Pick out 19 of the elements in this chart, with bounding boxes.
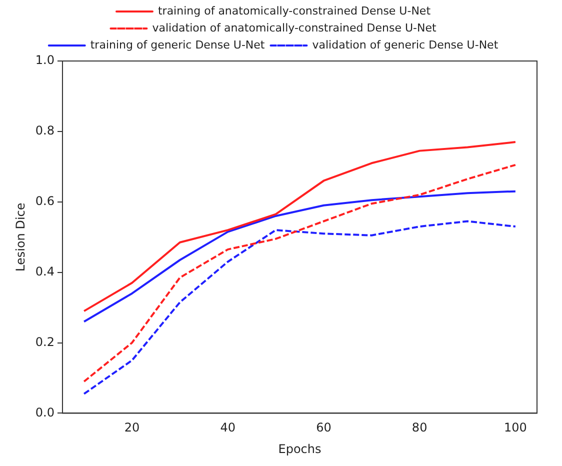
x-tick-label: 100 <box>504 420 527 435</box>
x-axis-title: Epochs <box>278 442 322 456</box>
legend-label: training of generic Dense U-Net <box>90 38 266 52</box>
legend-label: validation of anatomically-constrained Dense U-Net <box>152 21 437 34</box>
line-series <box>83 164 516 382</box>
x-tick-label: 60 <box>316 420 332 435</box>
x-tick-label: 80 <box>412 420 428 435</box>
y-tick-label: 0.2 <box>35 334 54 349</box>
line-series <box>83 220 516 395</box>
y-tick-label: 0.4 <box>35 264 54 278</box>
x-tick-label: 20 <box>124 420 140 435</box>
legend-label: validation of generic Dense U-Net <box>312 38 499 52</box>
y-tick-label: 0.0 <box>35 405 54 420</box>
y-tick-label: 1.0 <box>35 53 54 68</box>
y-tick-label: 0.8 <box>35 124 54 138</box>
x-tick-label: 40 <box>220 420 236 435</box>
y-tick-label: 0.6 <box>35 194 54 208</box>
legend-label: training of anatomically-constrained Dense U-Net <box>158 4 432 18</box>
y-axis-title: Lesion Dice <box>13 202 28 272</box>
